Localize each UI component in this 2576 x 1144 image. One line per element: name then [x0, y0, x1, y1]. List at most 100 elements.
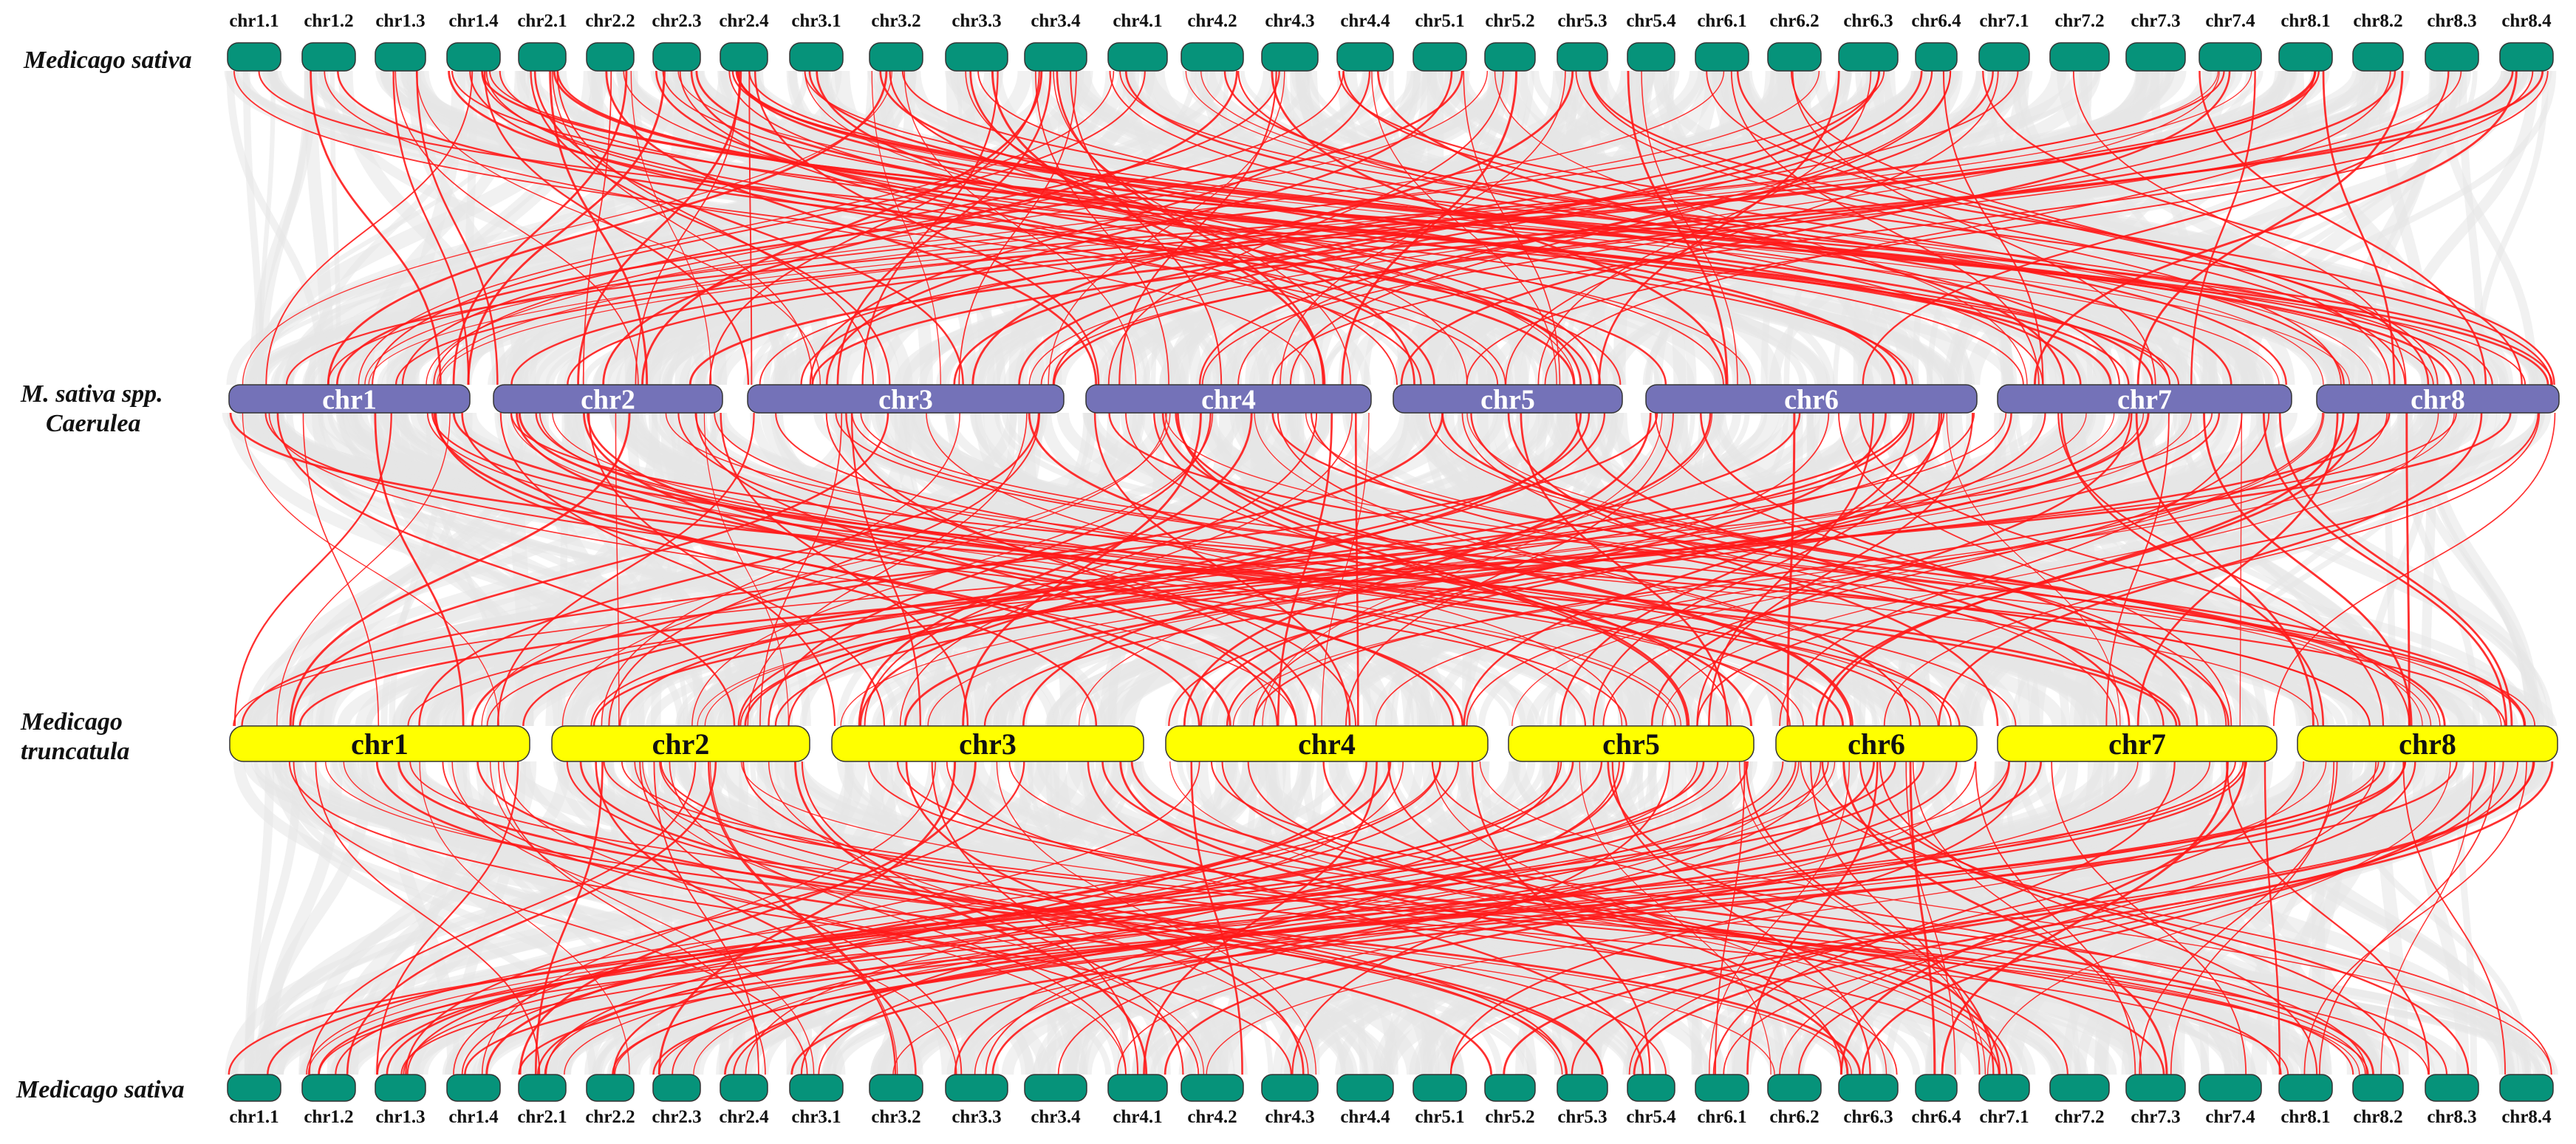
highlight-link: [816, 70, 1582, 386]
highlight-link: [1602, 412, 2270, 727]
chromosome-label: chr2.3: [652, 11, 701, 31]
background-link: [262, 412, 1022, 727]
highlight-link: [1223, 70, 2287, 386]
row4-chromosome: chr7.1: [1978, 1074, 2030, 1127]
highlight-link: [588, 412, 836, 727]
chromosome-label: chr1: [322, 384, 377, 415]
highlight-link: [461, 412, 1200, 727]
highlight-link: [1708, 412, 1875, 727]
chromosome-label: chr4.4: [1340, 11, 1390, 31]
highlight-link: [899, 412, 1353, 727]
row4-chromosome: chr5.2: [1484, 1074, 1536, 1127]
background-link: [460, 411, 2117, 727]
highlight-link: [285, 70, 2225, 386]
species-label-medicago-sativa-top: Medicago sativa: [24, 47, 192, 74]
chromosome-label: chr5.4: [1626, 1107, 1676, 1127]
highlight-link: [405, 761, 1025, 1075]
highlight-link: [308, 761, 697, 1075]
highlight-link: [1130, 761, 2374, 1075]
chromosome-label: chr3.3: [952, 11, 1001, 31]
highlight-link: [690, 70, 1435, 386]
chromosome-bar: [720, 42, 768, 72]
chromosome-label: chr3.2: [871, 1107, 920, 1127]
chromosome-bar: [789, 42, 844, 72]
row4-chromosome: chr6.2: [1767, 1074, 1822, 1127]
highlight-link: [1790, 70, 2391, 386]
row1-chromosome: chr4.4: [1336, 11, 1394, 72]
highlight-link: [677, 412, 1586, 727]
chromosome-label: chr5.2: [1485, 1107, 1534, 1127]
highlight-link: [453, 761, 1200, 1075]
highlight-link: [1232, 412, 2455, 727]
highlight-link: [1108, 412, 2526, 727]
row1-chromosome: chr2.2: [585, 11, 635, 72]
highlight-link: [448, 70, 1576, 386]
highlight-link: [1210, 761, 2448, 1075]
highlight-link: [1941, 761, 2229, 1075]
highlight-link: [1206, 761, 2327, 1075]
chromosome-label: chr1.2: [304, 1107, 353, 1127]
highlight-link: [1432, 761, 1887, 1075]
chromosome-bar: [1838, 1074, 1899, 1102]
chromosome-label: chr2: [652, 727, 710, 761]
background-link: [451, 412, 1333, 727]
highlight-link: [545, 761, 1460, 1075]
highlight-link: [1641, 70, 1738, 386]
chromosome-bar: [2297, 725, 2558, 762]
highlight-link: [1262, 412, 1663, 727]
highlight-link: [327, 70, 1885, 386]
row4-chromosome: chr8.2: [2352, 1074, 2404, 1127]
chromosome-label: chr3: [959, 727, 1017, 761]
highlight-link: [708, 70, 1040, 386]
chromosome-label: chr3.4: [1031, 11, 1081, 31]
highlight-link: [590, 412, 1945, 727]
chromosome-label: chr2.3: [652, 1107, 701, 1127]
chromosome-label: chr6.2: [1769, 1107, 1819, 1127]
highlight-link: [518, 761, 2385, 1075]
highlight-link: [416, 70, 499, 386]
highlight-link: [516, 412, 1464, 727]
chromosome-label: chr1.4: [448, 1107, 499, 1127]
chromosome-bar: [652, 1074, 701, 1102]
highlight-link: [1839, 761, 2247, 1075]
highlight-link: [1810, 761, 1981, 1075]
background-link: [1422, 761, 1596, 1075]
highlight-link: [1862, 70, 2450, 386]
highlight-link: [288, 761, 1292, 1075]
highlight-link: [1821, 761, 2470, 1075]
highlight-link: [836, 70, 1052, 386]
background-link: [1565, 412, 2190, 727]
species-label-line1: M. sativa spp.: [21, 380, 163, 408]
highlight-link: [1449, 761, 2535, 1075]
highlight-link: [1575, 412, 2131, 727]
chromosome-bar: [375, 42, 426, 72]
highlight-link: [1738, 761, 1986, 1075]
highlight-link: [1607, 761, 2001, 1075]
highlight-link: [587, 412, 1455, 727]
highlight-link: [306, 761, 1441, 1075]
row1-chromosome: chr7.2: [2049, 11, 2110, 72]
row4-chromosome: chr8.3: [2425, 1074, 2479, 1127]
highlight-link: [775, 412, 1952, 727]
highlight-link: [860, 412, 2536, 727]
row3-chromosome: chr6: [1775, 725, 1978, 762]
highlight-link: [2170, 761, 2335, 1075]
chromosome-label: chr6.3: [1843, 11, 1893, 31]
row4-chromosome: chr4.1: [1107, 1074, 1168, 1127]
row2-chromosome: chr3: [747, 384, 1065, 415]
highlight-link: [1736, 70, 2430, 386]
highlight-link: [1520, 412, 1729, 727]
highlight-link: [394, 70, 2316, 386]
chromosome-bar: [1695, 1074, 1749, 1102]
highlight-link: [346, 761, 717, 1075]
chromosome-bar: [1181, 42, 1244, 72]
highlight-link: [754, 70, 1100, 386]
chromosome-label: chr1: [351, 727, 409, 761]
row4-chromosome: chr2.3: [652, 1074, 702, 1127]
highlight-link: [519, 761, 977, 1075]
chromosome-bar: [2425, 42, 2479, 72]
highlight-link: [1838, 412, 2232, 727]
chromosome-label: chr5.3: [1557, 1107, 1607, 1127]
chromosome-label: chr6.4: [1911, 1107, 1961, 1127]
highlight-link: [1305, 412, 2432, 727]
